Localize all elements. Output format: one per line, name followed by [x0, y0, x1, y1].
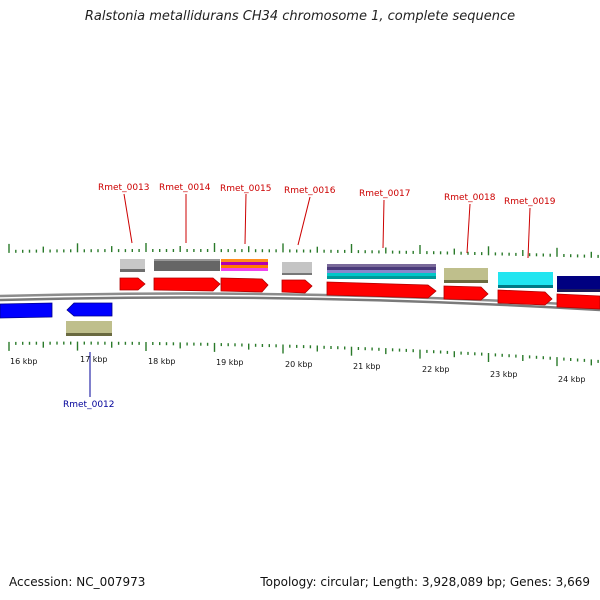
cds-arrow-rmet-0015[interactable] — [220, 277, 269, 293]
gene-label-rmet-0015[interactable]: Rmet_0015 — [220, 184, 272, 194]
tick-label-18kbp: 18 kbp — [148, 357, 176, 366]
gene-labels: Rmet_0012 Rmet_0013 Rmet_0014 Rmet_0015 … — [63, 183, 556, 410]
outer-tick-row — [8, 243, 599, 258]
cds-arrow-rmet-0012[interactable] — [66, 302, 113, 317]
cds-arrow-rmet-0017[interactable] — [326, 281, 437, 299]
cds-arrow-rmet-0013[interactable] — [119, 277, 146, 291]
tick-label-23kbp: 23 kbp — [490, 370, 518, 379]
cds-arrow-rmet-0014[interactable] — [153, 277, 221, 292]
feature-track — [120, 259, 600, 292]
label-leader-lines — [89, 193, 531, 397]
tick-label-22kbp: 22 kbp — [422, 365, 450, 374]
gene-label-rmet-0019[interactable]: Rmet_0019 — [504, 197, 556, 207]
tick-label-19kbp: 19 kbp — [216, 358, 244, 367]
feature-bar-rmet-0012 — [66, 321, 112, 336]
gene-label-rmet-0016[interactable]: Rmet_0016 — [284, 186, 336, 196]
cds-arrow-rmet-0020[interactable] — [556, 293, 600, 310]
reverse-cds-track — [0, 302, 113, 319]
tick-label-21kbp: 21 kbp — [353, 362, 381, 371]
inner-tick-row — [8, 341, 599, 367]
map-title: Ralstonia metallidurans CH34 chromosome … — [84, 9, 516, 24]
cds-arrow-rmet-0019[interactable] — [497, 289, 553, 306]
feature-bar-rmet-0014 — [154, 259, 220, 271]
feature-bar-rmet-0020 — [557, 276, 600, 292]
gene-label-rmet-0013[interactable]: Rmet_0013 — [98, 183, 150, 193]
tick-label-20kbp: 20 kbp — [285, 360, 313, 369]
map-summary-text: Topology: circular; Length: 3,928,089 bp… — [260, 575, 590, 589]
cds-arrow-rmet-0016[interactable] — [281, 279, 313, 294]
feature-bar-rmet-0018 — [444, 268, 488, 283]
forward-cds-track — [119, 277, 600, 310]
cds-arrow-rmet-0011[interactable] — [0, 302, 53, 319]
feature-bar-rmet-0013 — [120, 259, 145, 272]
gene-label-rmet-0017[interactable]: Rmet_0017 — [359, 189, 411, 199]
tick-labels: 16 kbp 17 kbp 18 kbp 19 kbp 20 kbp 21 kb… — [10, 355, 586, 384]
tick-label-24kbp: 24 kbp — [558, 375, 586, 384]
gene-label-rmet-0018[interactable]: Rmet_0018 — [444, 193, 496, 203]
accession-text: Accession: NC_007973 — [9, 575, 146, 589]
tick-label-16kbp: 16 kbp — [10, 357, 38, 366]
feature-bar-rmet-0015 — [221, 259, 268, 271]
backbone-inner — [0, 296, 600, 312]
tick-label-17kbp: 17 kbp — [80, 355, 108, 364]
feature-bar-rmet-0017 — [327, 264, 436, 279]
gene-label-rmet-0014[interactable]: Rmet_0014 — [159, 183, 211, 193]
feature-bar-rmet-0016 — [282, 262, 312, 275]
feature-bar-rmet-0019 — [498, 272, 553, 288]
cds-arrow-rmet-0018[interactable] — [443, 285, 489, 301]
gene-label-rmet-0012[interactable]: Rmet_0012 — [63, 400, 115, 410]
